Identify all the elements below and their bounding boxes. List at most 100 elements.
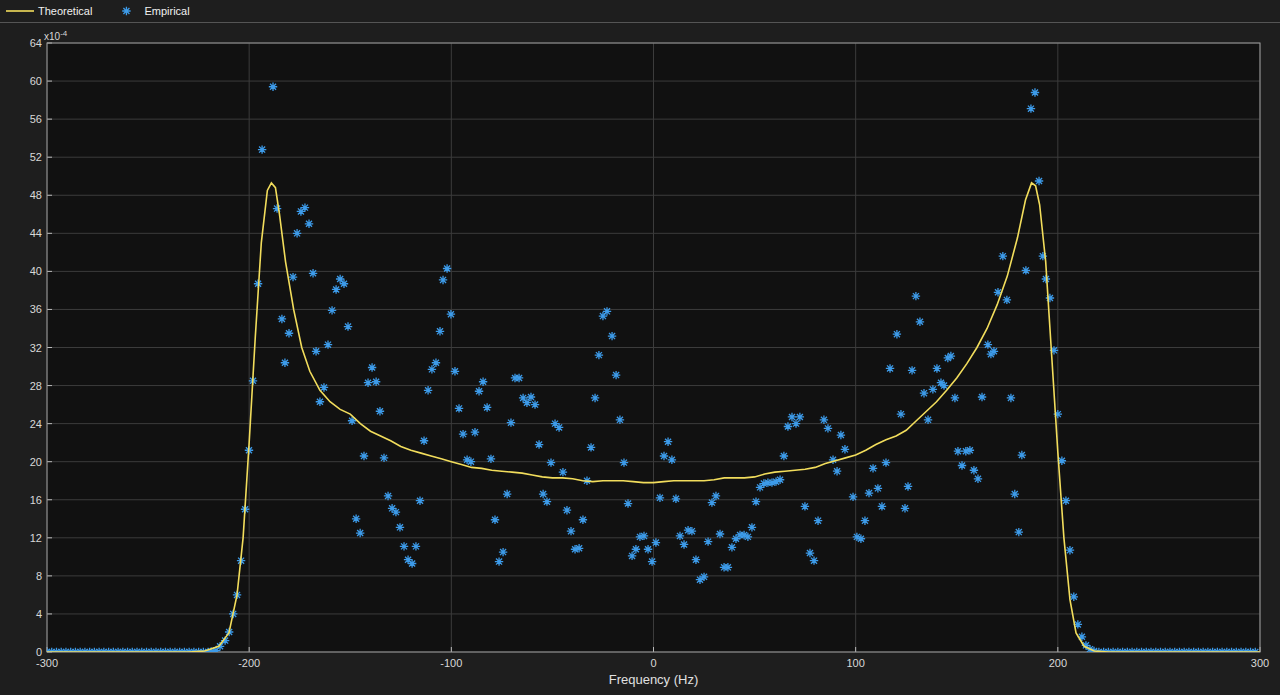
tick-label: 20 xyxy=(30,456,42,468)
data-point xyxy=(869,464,877,472)
data-point xyxy=(352,515,360,523)
data-point xyxy=(929,385,937,393)
tick-mark xyxy=(653,647,654,652)
grid-line xyxy=(47,271,1260,272)
data-point xyxy=(507,418,515,426)
data-point xyxy=(400,542,408,550)
data-point xyxy=(368,363,376,371)
axes: -300-200-1000100200300048121620242832364… xyxy=(30,37,1269,669)
data-point xyxy=(1070,593,1078,601)
data-point xyxy=(833,467,841,475)
data-point xyxy=(285,329,293,337)
data-point xyxy=(824,424,832,432)
data-point xyxy=(712,492,720,500)
tick-label: 32 xyxy=(30,342,42,354)
data-point xyxy=(575,544,583,552)
tick-label: 48 xyxy=(30,189,42,201)
data-point xyxy=(724,563,732,571)
tick-label: 60 xyxy=(30,75,42,87)
data-point xyxy=(792,419,800,427)
data-point xyxy=(632,545,640,553)
legend-swatch xyxy=(6,10,34,12)
data-point xyxy=(273,204,281,212)
grid xyxy=(47,43,1260,652)
data-point xyxy=(424,386,432,394)
data-point xyxy=(531,400,539,408)
data-point xyxy=(503,490,511,498)
data-point xyxy=(648,557,656,565)
tick-label: 0 xyxy=(36,646,42,658)
data-point xyxy=(495,557,503,565)
data-point xyxy=(443,264,451,272)
data-point xyxy=(796,413,804,421)
data-point xyxy=(591,394,599,402)
tick-label: 24 xyxy=(30,418,42,430)
tick-mark xyxy=(47,575,52,576)
data-point xyxy=(954,447,962,455)
data-point xyxy=(491,516,499,524)
data-point xyxy=(1062,497,1070,505)
data-point xyxy=(970,466,978,474)
data-point xyxy=(412,542,420,550)
grid-line xyxy=(47,499,1260,500)
data-point xyxy=(380,454,388,462)
data-point xyxy=(801,502,809,510)
data-point xyxy=(293,229,301,237)
data-point xyxy=(837,431,845,439)
data-point xyxy=(372,378,380,386)
data-point xyxy=(543,497,551,505)
tick-label: -100 xyxy=(440,657,462,669)
grid-line xyxy=(47,157,1260,158)
empirical-points xyxy=(47,83,1259,652)
data-point xyxy=(439,276,447,284)
data-point xyxy=(700,573,708,581)
data-point xyxy=(328,306,336,314)
data-point xyxy=(940,381,948,389)
data-point xyxy=(660,452,668,460)
data-point xyxy=(752,497,760,505)
data-point xyxy=(483,403,491,411)
grid-line xyxy=(47,309,1260,310)
data-point xyxy=(680,540,688,548)
data-point xyxy=(865,489,873,497)
data-point xyxy=(841,445,849,453)
data-point xyxy=(392,508,400,516)
tick-mark xyxy=(47,461,52,462)
data-point xyxy=(316,398,324,406)
data-point xyxy=(814,516,822,524)
tick-mark xyxy=(47,309,52,310)
data-point xyxy=(479,378,487,386)
data-point xyxy=(1022,266,1030,274)
data-point xyxy=(312,347,320,355)
data-point xyxy=(344,322,352,330)
tick-label: 4 xyxy=(36,608,42,620)
data-point xyxy=(340,280,348,288)
data-point xyxy=(289,273,297,281)
data-point xyxy=(692,555,700,563)
data-point xyxy=(748,523,756,531)
data-point xyxy=(810,556,818,564)
data-point xyxy=(587,443,595,451)
data-point xyxy=(420,437,428,445)
data-point xyxy=(788,413,796,421)
tick-label: 52 xyxy=(30,151,42,163)
data-point xyxy=(1046,294,1054,302)
data-point xyxy=(364,379,372,387)
grid-line xyxy=(47,347,1260,348)
data-point xyxy=(356,529,364,537)
data-point xyxy=(820,416,828,424)
data-point xyxy=(1011,490,1019,498)
tick-label: 8 xyxy=(36,570,42,582)
data-point xyxy=(861,516,869,524)
legend-separator xyxy=(0,22,1280,23)
tick-mark xyxy=(47,613,52,614)
data-point xyxy=(882,458,890,466)
tick-mark xyxy=(249,647,250,652)
data-point xyxy=(471,428,479,436)
tick-mark xyxy=(47,195,52,196)
data-point xyxy=(806,549,814,557)
data-point xyxy=(408,559,416,567)
data-point xyxy=(309,269,317,277)
data-point xyxy=(640,532,648,540)
data-point xyxy=(332,285,340,293)
